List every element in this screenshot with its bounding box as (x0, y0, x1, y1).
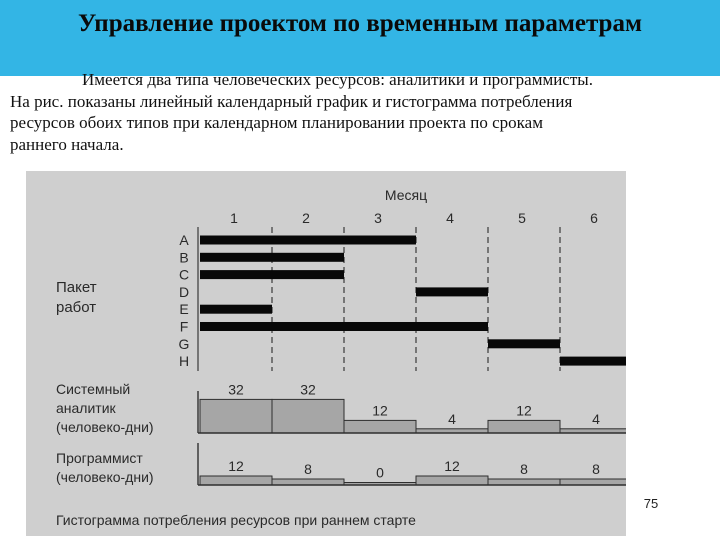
programmer-value: 8 (520, 461, 528, 477)
analyst-label: аналитик (56, 400, 117, 416)
task-letter: G (179, 336, 190, 352)
task-bar (560, 356, 626, 366)
task-bar (200, 252, 344, 262)
task-letter: B (179, 249, 188, 265)
programmer-value: 8 (592, 461, 600, 477)
month-label: 1 (230, 210, 238, 226)
programmer-label: (человеко-дни) (56, 469, 154, 485)
analyst-label: Системный (56, 381, 130, 397)
paragraph-line: Имеется два типа человеческих ресурсов: … (82, 70, 593, 89)
programmer-bar (415, 475, 489, 486)
task-letter: A (179, 232, 189, 248)
work-package-label: Пакет (56, 279, 97, 296)
programmer-value: 8 (304, 461, 312, 477)
task-bar (200, 304, 272, 314)
month-label: 2 (302, 210, 310, 226)
intro-paragraph: Имеется два типа человеческих ресурсов: … (10, 69, 710, 155)
programmer-bar (487, 478, 561, 486)
paragraph-line: раннего начала. (10, 134, 124, 154)
task-letter: F (180, 319, 189, 335)
month-label: 4 (446, 210, 454, 226)
programmer-value: 12 (228, 458, 244, 474)
analyst-value: 4 (592, 411, 600, 427)
programmer-bar (271, 478, 345, 486)
analyst-value: 32 (228, 381, 244, 397)
page-number: 75 (643, 496, 659, 511)
task-bar (200, 322, 488, 331)
analyst-value: 4 (448, 411, 456, 427)
analyst-value: 12 (372, 402, 388, 418)
task-letter: D (179, 284, 189, 300)
analyst-bar (487, 419, 561, 434)
paragraph-line: ресурсов обоих типов при календарном пла… (10, 113, 543, 132)
work-package-label: работ (56, 299, 96, 316)
slide-title: Управление проектом по временным парамет… (78, 10, 642, 37)
analyst-label: (человеко-дни) (56, 419, 154, 435)
task-letter: E (179, 301, 188, 317)
paragraph-line: На рис. показаны линейный календарный гр… (10, 91, 573, 111)
title-bar (0, 0, 720, 76)
month-header: Месяц (385, 187, 427, 203)
month-label: 3 (374, 210, 382, 226)
task-bar (200, 235, 416, 245)
task-bar (200, 270, 344, 280)
programmer-value: 0 (376, 465, 384, 481)
task-letter: H (179, 353, 189, 369)
task-bar (488, 339, 560, 349)
programmer-label: Программист (56, 450, 143, 466)
task-letter: C (179, 267, 189, 283)
programmer-value: 12 (444, 458, 460, 474)
analyst-bar (271, 398, 345, 434)
analyst-bar (343, 419, 417, 434)
analyst-value: 32 (300, 381, 316, 397)
analyst-value: 12 (516, 402, 532, 418)
figure-caption: Гистограмма потребления ресурсов при ран… (56, 512, 416, 528)
programmer-bar (199, 475, 273, 486)
month-label: 5 (518, 210, 526, 226)
programmer-bar (559, 478, 626, 486)
analyst-bar (199, 398, 273, 434)
month-label: 6 (590, 210, 598, 226)
task-bar (416, 287, 488, 297)
